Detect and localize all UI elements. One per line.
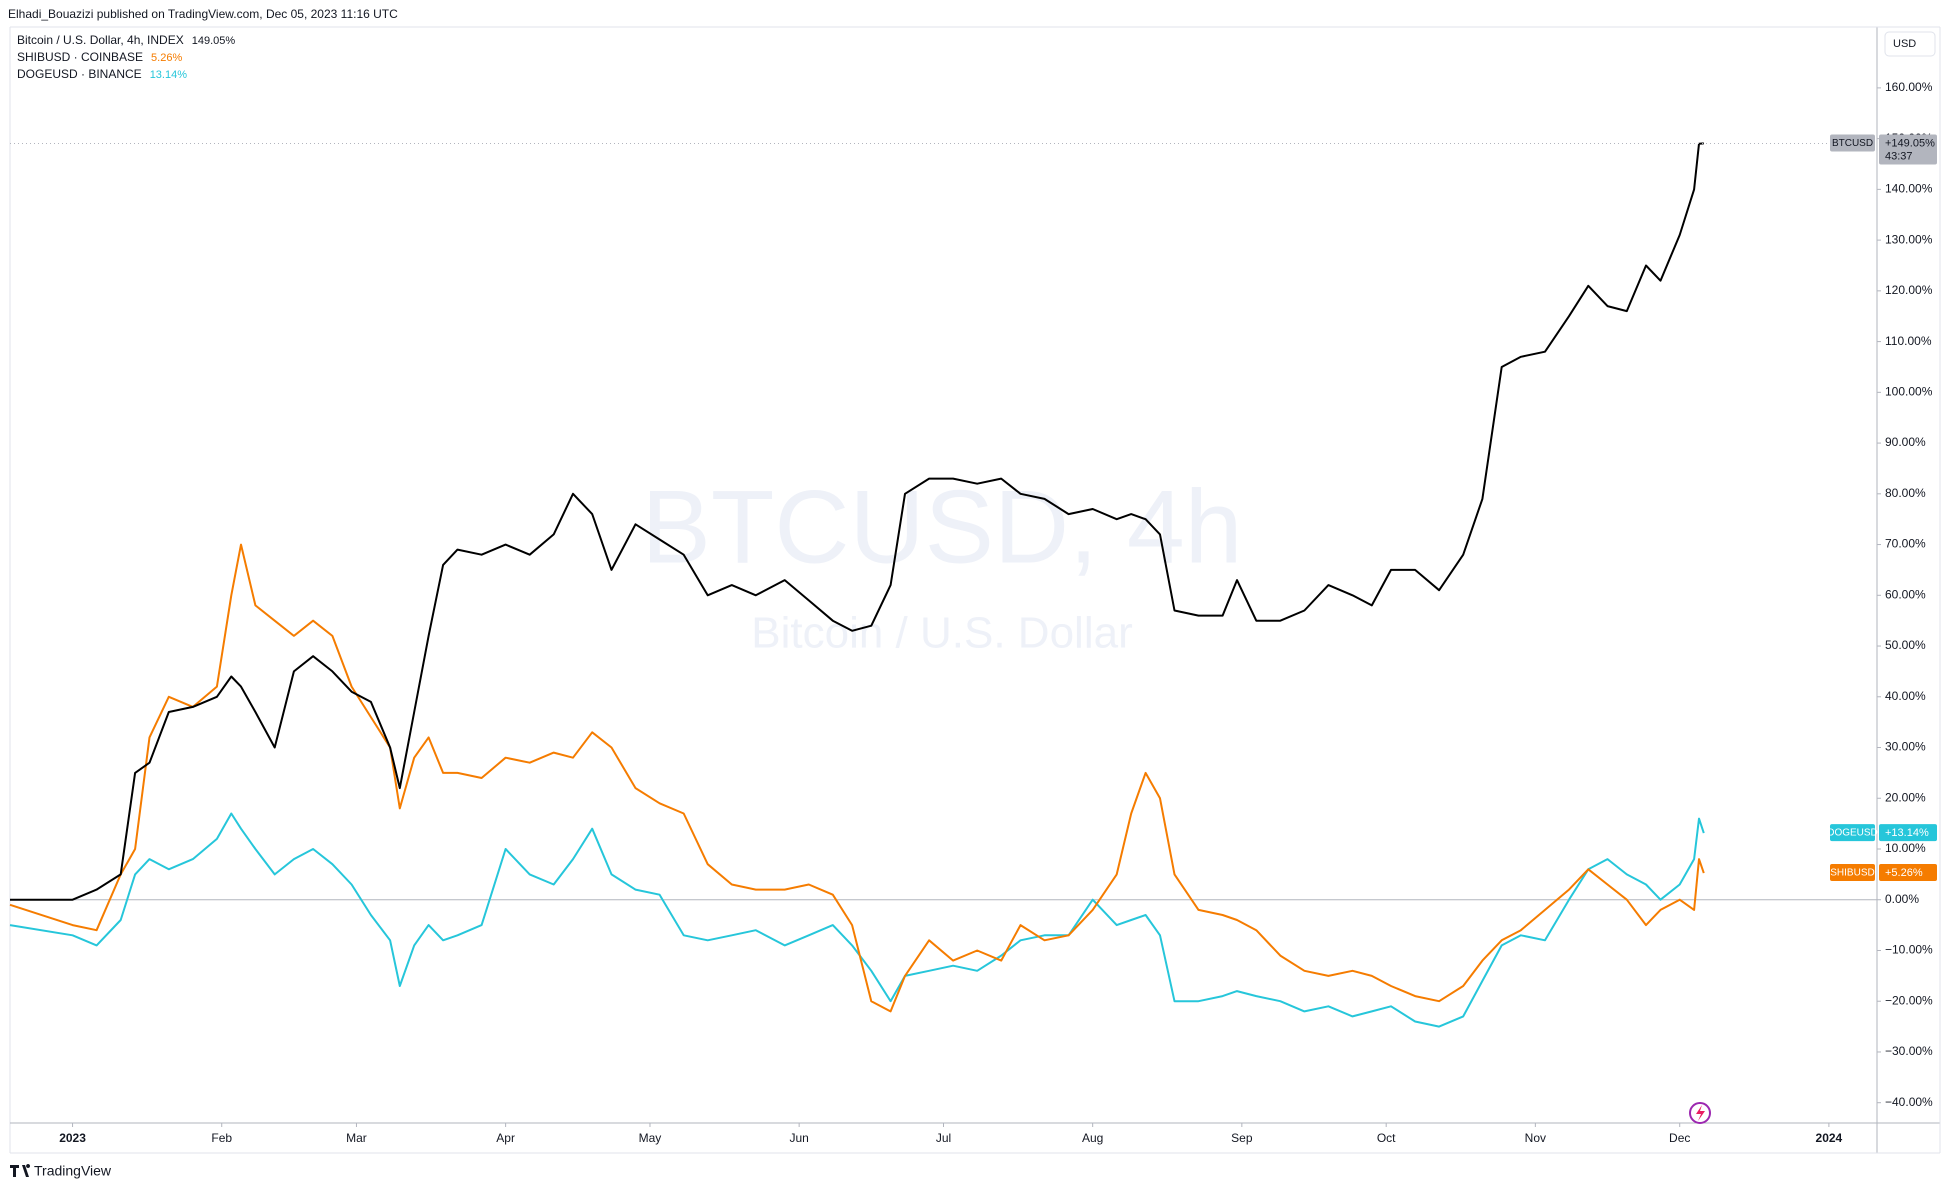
ticker-tag-label: DOGEUSD	[1827, 828, 1878, 839]
y-tick-label: 120.00%	[1885, 283, 1933, 297]
y-tick-label: 50.00%	[1885, 638, 1926, 652]
legend-value: 149.05%	[192, 35, 236, 47]
y-tick-label: 80.00%	[1885, 486, 1926, 500]
series-line	[9, 812, 1705, 1028]
legend-value: 5.26%	[151, 52, 182, 64]
y-tick-label: 0.00%	[1885, 892, 1919, 906]
watermark-symbol: BTCUSD, 4h	[641, 469, 1242, 585]
price-tag	[1879, 134, 1937, 165]
snapshot-icon[interactable]	[1689, 1102, 1711, 1124]
watermark-description: Bitcoin / U.S. Dollar	[751, 609, 1132, 658]
ticker-tag-label: BTCUSD	[1832, 138, 1873, 149]
x-tick-label: Mar	[346, 1131, 367, 1145]
price-tag-label: +13.14%	[1885, 827, 1929, 839]
x-tick-label: Jun	[789, 1131, 808, 1145]
y-tick-label: 90.00%	[1885, 435, 1926, 449]
y-tick-label: 160.00%	[1885, 80, 1933, 94]
y-tick-label: −10.00%	[1885, 943, 1933, 957]
x-tick-label: Nov	[1525, 1131, 1546, 1145]
y-tick-label: 100.00%	[1885, 385, 1933, 399]
currency-button[interactable]: USD	[1884, 31, 1936, 57]
icon-bolt[interactable]	[1696, 1105, 1705, 1121]
plot-area	[9, 142, 1877, 1028]
y-tick-label: 70.00%	[1885, 537, 1926, 551]
x-tick-label: Feb	[211, 1131, 232, 1145]
countdown-label: 43:37	[1885, 150, 1913, 162]
ticker-tag	[1830, 824, 1875, 842]
legend-name: SHIBUSD · COINBASE	[17, 50, 143, 64]
price-tag-label: +5.26%	[1885, 867, 1923, 879]
y-tick-label: −40.00%	[1885, 1095, 1933, 1109]
x-tick-label: Jul	[936, 1131, 951, 1145]
y-tick-label: 130.00%	[1885, 232, 1933, 246]
currency-box[interactable]	[1884, 31, 1936, 57]
y-tick-label: −20.00%	[1885, 993, 1933, 1007]
y-tick-label: 140.00%	[1885, 182, 1933, 196]
price-tag-label: +149.05%	[1885, 137, 1935, 149]
y-tick-label: 10.00%	[1885, 841, 1926, 855]
price-tag	[1879, 864, 1937, 882]
x-tick-label: May	[639, 1131, 662, 1145]
footer-brand: TradingView	[34, 1163, 112, 1179]
y-tick-label: −30.00%	[1885, 1044, 1933, 1058]
x-tick-label: Aug	[1082, 1131, 1103, 1145]
y-tick-label: 30.00%	[1885, 740, 1926, 754]
legend-value: 13.14%	[150, 69, 188, 81]
frame	[9, 26, 1941, 1154]
footer-logo: TradingView	[10, 1163, 112, 1179]
ticker-tag	[1830, 134, 1875, 152]
y-tick-label: 110.00%	[1885, 334, 1932, 348]
ticker-tag-label: SHIBUSD	[1830, 868, 1874, 879]
y-tick-label: 40.00%	[1885, 689, 1926, 703]
currency-label[interactable]: USD	[1893, 38, 1916, 50]
x-tick-label: Apr	[496, 1131, 515, 1145]
price-tag	[1879, 824, 1937, 842]
x-tick-label: 2024	[1816, 1131, 1843, 1145]
icon-circle[interactable]	[1689, 1102, 1711, 1124]
y-tick-label: 20.00%	[1885, 790, 1926, 804]
x-tick-label: Dec	[1669, 1131, 1690, 1145]
legend-name: Bitcoin / U.S. Dollar, 4h, INDEX	[17, 33, 184, 47]
x-tick-label: 2023	[59, 1131, 86, 1145]
legend-name: DOGEUSD · BINANCE	[17, 67, 142, 81]
x-tick-label: Oct	[1377, 1131, 1396, 1145]
series-line	[9, 543, 1705, 1013]
x-tick-label: Sep	[1231, 1131, 1253, 1145]
series-line	[10, 142, 1704, 901]
publish-header: Elhadi_Bouazizi published on TradingView…	[8, 7, 398, 21]
logo-mark	[10, 1164, 31, 1177]
ticker-tag	[1830, 864, 1875, 882]
y-tick-label: 60.00%	[1885, 587, 1926, 601]
